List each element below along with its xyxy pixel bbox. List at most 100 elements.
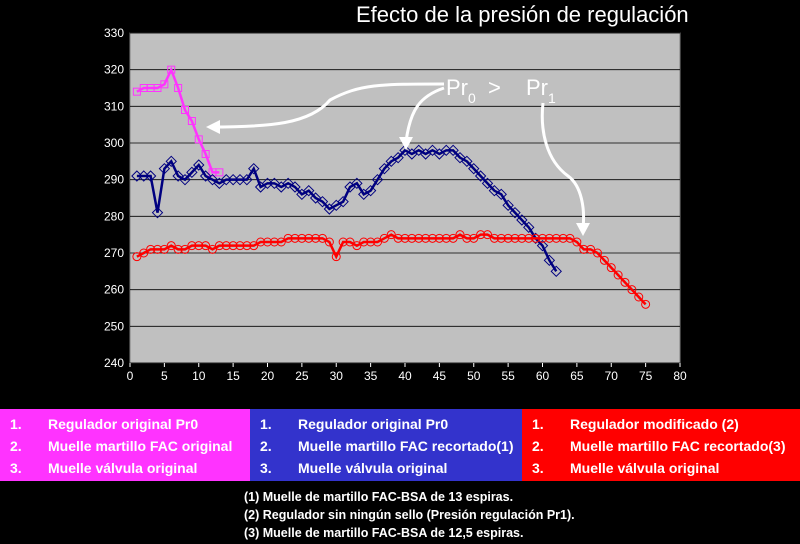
y-tick-label: 290 xyxy=(104,173,124,187)
arrow-pr1-red xyxy=(540,102,586,229)
series-line xyxy=(136,148,558,272)
greater-than-label: > xyxy=(488,75,501,100)
legend-item: 3. Muelle válvula original xyxy=(532,457,800,479)
data-point xyxy=(179,173,191,186)
x-tick-label: 25 xyxy=(295,369,309,383)
data-point xyxy=(538,233,547,243)
data-point xyxy=(428,233,437,243)
data-point xyxy=(543,254,556,267)
data-point xyxy=(201,241,211,251)
legend-item: 2. Muelle martillo FAC recortado(1) xyxy=(260,435,522,457)
data-point xyxy=(158,162,171,175)
data-point xyxy=(151,206,164,219)
pr1-subscript: 1 xyxy=(548,90,556,106)
data-point xyxy=(386,230,396,240)
data-point xyxy=(303,184,315,197)
data-point xyxy=(586,244,596,254)
x-tick-label: 10 xyxy=(192,369,206,383)
legend-num: 2. xyxy=(532,438,544,454)
data-point xyxy=(400,233,410,243)
data-point xyxy=(565,233,575,243)
legend-item: 1. Regulador modificado (2) xyxy=(532,413,800,435)
data-point xyxy=(364,184,377,197)
legend-item: 2. Muelle martillo FAC recortado(3) xyxy=(532,435,800,457)
legend-text: Regulador original Pr0 xyxy=(48,416,199,432)
data-point xyxy=(194,241,204,251)
data-point xyxy=(352,241,362,251)
x-tick-label: 60 xyxy=(536,369,550,383)
footnote: (3) Muelle de martillo FAC-BSA de 12,5 e… xyxy=(244,526,524,540)
data-point xyxy=(146,244,156,254)
arrow-head-pr1-red xyxy=(576,223,590,236)
legend-red: 1. Regulador modificado (2) 2. Muelle mart… xyxy=(522,409,800,481)
data-point xyxy=(378,162,391,175)
data-point xyxy=(276,237,286,247)
data-point xyxy=(214,241,224,251)
legend-text: Muelle válvula original xyxy=(298,460,448,476)
data-point xyxy=(481,177,494,190)
data-point xyxy=(392,151,404,164)
data-point xyxy=(448,233,458,243)
legend-item: 3. Muelle válvula original xyxy=(260,457,522,479)
data-point xyxy=(289,181,301,193)
data-point xyxy=(256,237,266,247)
arrow-pr0-blue xyxy=(404,86,445,143)
x-tick-label: 0 xyxy=(127,369,134,383)
data-point xyxy=(187,241,197,251)
data-point xyxy=(199,170,212,182)
data-point xyxy=(441,233,451,243)
data-point xyxy=(345,237,355,247)
data-point xyxy=(447,144,459,157)
arrow-pr0-pink xyxy=(209,82,445,129)
y-tick-label: 330 xyxy=(104,26,124,40)
data-point xyxy=(531,233,541,243)
legend-item: 1. Regulador original Pr0 xyxy=(260,413,522,435)
footnote: (1) Muelle de martillo FAC-BSA de 13 esp… xyxy=(244,490,514,504)
legend-num: 3. xyxy=(10,460,22,476)
data-point xyxy=(502,199,514,212)
legend-item: 1. Regulador original Pr0 xyxy=(10,413,250,435)
data-point xyxy=(269,237,279,247)
legend-num: 3. xyxy=(260,460,272,476)
x-tick-label: 65 xyxy=(570,369,584,383)
data-point xyxy=(206,173,219,186)
data-point xyxy=(455,230,465,240)
data-point xyxy=(421,233,431,243)
data-point xyxy=(193,159,205,171)
data-point xyxy=(174,84,183,92)
data-point xyxy=(495,188,507,201)
data-point xyxy=(208,244,217,254)
data-point xyxy=(331,252,341,262)
x-tick-label: 30 xyxy=(330,369,344,383)
data-point xyxy=(139,248,149,258)
y-tick-label: 300 xyxy=(104,136,124,150)
data-point xyxy=(454,151,466,164)
y-tick-label: 270 xyxy=(104,246,124,260)
pr-annotation: Pr0 > Pr1 xyxy=(206,75,590,236)
legend-text: Regulador original Pr0 xyxy=(298,416,449,432)
x-tick-label: 45 xyxy=(433,369,447,383)
series-2 xyxy=(132,230,651,309)
data-point xyxy=(414,233,424,243)
x-tick-label: 70 xyxy=(605,369,619,383)
data-point xyxy=(461,155,473,168)
data-point xyxy=(641,299,651,309)
series-1 xyxy=(131,144,562,278)
data-point xyxy=(426,144,439,157)
legend-num: 1. xyxy=(532,416,544,432)
data-point xyxy=(165,155,177,168)
y-tick-label: 280 xyxy=(104,209,124,223)
data-point xyxy=(166,241,176,251)
data-point xyxy=(558,233,568,243)
data-point xyxy=(551,233,561,243)
data-point xyxy=(366,237,376,247)
data-point xyxy=(627,285,637,295)
data-point xyxy=(613,270,623,280)
data-point xyxy=(593,248,602,258)
data-point xyxy=(235,241,245,251)
data-point xyxy=(186,166,198,179)
y-tick-label: 250 xyxy=(104,319,124,333)
data-point xyxy=(407,233,417,243)
